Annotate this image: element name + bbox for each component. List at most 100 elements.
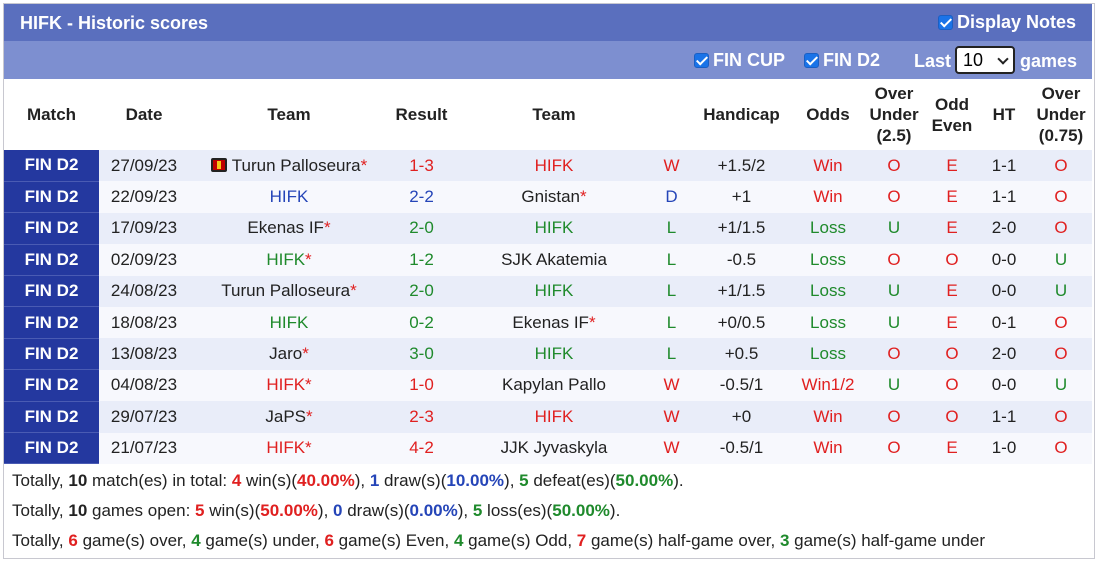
- home-team-name[interactable]: Turun Palloseura: [231, 155, 361, 175]
- match-result[interactable]: 2-0: [389, 212, 454, 245]
- display-notes-checkbox[interactable]: [937, 15, 953, 30]
- home-team-name[interactable]: HIFK: [266, 375, 306, 395]
- home-team-name[interactable]: HIFK: [266, 438, 306, 458]
- away-team[interactable]: HIFK: [454, 338, 654, 370]
- wdl-result: W: [654, 432, 689, 464]
- home-star: *: [306, 406, 313, 426]
- away-team[interactable]: SJK Akatemia: [454, 244, 654, 276]
- home-team-name[interactable]: HIFK: [266, 249, 306, 269]
- home-team[interactable]: Turun Palloseura*: [189, 275, 389, 307]
- half-time-score: 2-0: [978, 212, 1030, 245]
- home-team[interactable]: HIFK: [189, 181, 389, 213]
- away-team-name[interactable]: HIFK: [534, 344, 574, 364]
- home-team-name[interactable]: Jaro: [269, 344, 303, 364]
- table-row[interactable]: FIN D2 21/07/23 HIFK* 4-2 JJK Jyvaskyla W -0.5…: [4, 432, 1092, 465]
- home-team[interactable]: HIFK*: [189, 369, 389, 402]
- summary-win-pct: 40.00%: [297, 471, 355, 490]
- match-result[interactable]: 2-3: [389, 401, 454, 433]
- home-team[interactable]: Turun Palloseura*: [189, 150, 389, 182]
- summary-text: match(es) in total:: [87, 471, 232, 490]
- table-row[interactable]: FIN D2 24/08/23 Turun Palloseura* 2-0 HIFK L +…: [4, 275, 1092, 308]
- display-notes-toggle[interactable]: Display Notes: [937, 12, 1076, 33]
- home-team[interactable]: HIFK*: [189, 244, 389, 276]
- match-result[interactable]: 0-2: [389, 306, 454, 339]
- away-team[interactable]: HIFK: [454, 401, 654, 433]
- home-team-name[interactable]: Ekenas IF: [247, 218, 324, 238]
- match-league[interactable]: FIN D2: [4, 150, 99, 182]
- away-team[interactable]: JJK Jyvaskyla: [454, 432, 654, 464]
- match-result[interactable]: 4-2: [389, 432, 454, 464]
- match-league[interactable]: FIN D2: [4, 275, 99, 308]
- table-row[interactable]: FIN D2 22/09/23 HIFK 2-2 Gnistan* D +1 Win O E 1-1…: [4, 181, 1092, 214]
- away-team[interactable]: HIFK: [454, 212, 654, 245]
- games-count-select[interactable]: 10: [955, 46, 1015, 74]
- summary-text: game(s) Even,: [333, 531, 454, 550]
- odd-even: E: [926, 275, 978, 307]
- table-row[interactable]: FIN D2 29/07/23 JaPS* 2-3 HIFK W +0 Win O O 1-1 O: [4, 401, 1092, 434]
- fin-d2-checkbox[interactable]: [804, 53, 819, 68]
- score-away: 0: [424, 375, 434, 395]
- table-row[interactable]: FIN D2 17/09/23 Ekenas IF* 2-0 HIFK L +1/1.5 Lo…: [4, 212, 1092, 245]
- wdl-result: D: [654, 181, 689, 213]
- match-league[interactable]: FIN D2: [4, 181, 99, 214]
- chevron-down-icon: [997, 53, 1009, 65]
- match-league[interactable]: FIN D2: [4, 244, 99, 277]
- home-team-name[interactable]: HIFK: [269, 312, 309, 332]
- match-date: 04/08/23: [99, 369, 189, 402]
- away-team-name[interactable]: Ekenas IF: [512, 312, 589, 332]
- over-under: O: [862, 181, 926, 213]
- match-result[interactable]: 1-2: [389, 244, 454, 276]
- home-team-name[interactable]: JaPS: [265, 406, 306, 426]
- match-result[interactable]: 3-0: [389, 338, 454, 370]
- table-row[interactable]: FIN D2 13/08/23 Jaro* 3-0 HIFK L +0.5 Loss O O 2-0…: [4, 338, 1092, 371]
- match-league[interactable]: FIN D2: [4, 338, 99, 371]
- away-team[interactable]: Kapylan Pallo: [454, 369, 654, 402]
- away-team[interactable]: Gnistan*: [454, 181, 654, 213]
- table-row[interactable]: FIN D2 27/09/23 Turun Palloseura* 1-3 HIFK W +…: [4, 150, 1092, 182]
- table-row[interactable]: FIN D2 18/08/23 HIFK 0-2 Ekenas IF* L +0/0.5 Lo…: [4, 306, 1092, 339]
- table-row[interactable]: FIN D2 02/09/23 HIFK* 1-2 SJK Akatemia L -0.5 L…: [4, 244, 1092, 277]
- away-team-name[interactable]: HIFK: [534, 218, 574, 238]
- away-team[interactable]: HIFK: [454, 150, 654, 182]
- wdl-result: L: [654, 306, 689, 339]
- away-team-name[interactable]: HIFK: [534, 406, 574, 426]
- away-team[interactable]: Ekenas IF*: [454, 306, 654, 339]
- home-team[interactable]: JaPS*: [189, 401, 389, 433]
- over-under: O: [862, 244, 926, 276]
- home-team[interactable]: Ekenas IF*: [189, 212, 389, 245]
- match-date: 22/09/23: [99, 181, 189, 213]
- home-star: *: [360, 155, 368, 175]
- match-date: 29/07/23: [99, 401, 189, 433]
- away-team-name[interactable]: HIFK: [534, 281, 574, 301]
- away-team-name[interactable]: Kapylan Pallo: [502, 375, 606, 395]
- match-league[interactable]: FIN D2: [4, 212, 99, 245]
- home-team-name[interactable]: Turun Palloseura: [221, 281, 351, 301]
- fin-d2-filter[interactable]: FIN D2: [804, 50, 880, 71]
- away-team-name[interactable]: Gnistan: [521, 187, 580, 207]
- match-result[interactable]: 2-2: [389, 181, 454, 213]
- fin-cup-filter[interactable]: FIN CUP: [694, 50, 785, 71]
- match-result[interactable]: 1-3: [389, 150, 454, 182]
- away-team-name[interactable]: JJK Jyvaskyla: [500, 438, 608, 458]
- home-team[interactable]: Jaro*: [189, 338, 389, 370]
- over-under-075: U: [1030, 275, 1092, 307]
- summary-defeat-pct: 50.00%: [615, 471, 674, 490]
- home-team-name[interactable]: HIFK: [269, 187, 309, 207]
- col-ou-line1: Over: [874, 84, 914, 103]
- over-under-075: O: [1030, 150, 1092, 182]
- match-league[interactable]: FIN D2: [4, 432, 99, 465]
- away-team-name[interactable]: HIFK: [534, 155, 574, 175]
- score-away: 2: [424, 438, 434, 458]
- fin-cup-checkbox[interactable]: [694, 53, 709, 68]
- away-team[interactable]: HIFK: [454, 275, 654, 307]
- half-time-score: 0-0: [978, 244, 1030, 276]
- home-team[interactable]: HIFK*: [189, 432, 389, 464]
- match-result[interactable]: 1-0: [389, 369, 454, 402]
- match-league[interactable]: FIN D2: [4, 401, 99, 434]
- match-league[interactable]: FIN D2: [4, 369, 99, 402]
- away-team-name[interactable]: SJK Akatemia: [501, 249, 607, 269]
- home-team[interactable]: HIFK: [189, 306, 389, 339]
- match-result[interactable]: 2-0: [389, 275, 454, 307]
- table-row[interactable]: FIN D2 04/08/23 HIFK* 1-0 Kapylan Pallo W -0.5…: [4, 369, 1092, 402]
- match-league[interactable]: FIN D2: [4, 306, 99, 339]
